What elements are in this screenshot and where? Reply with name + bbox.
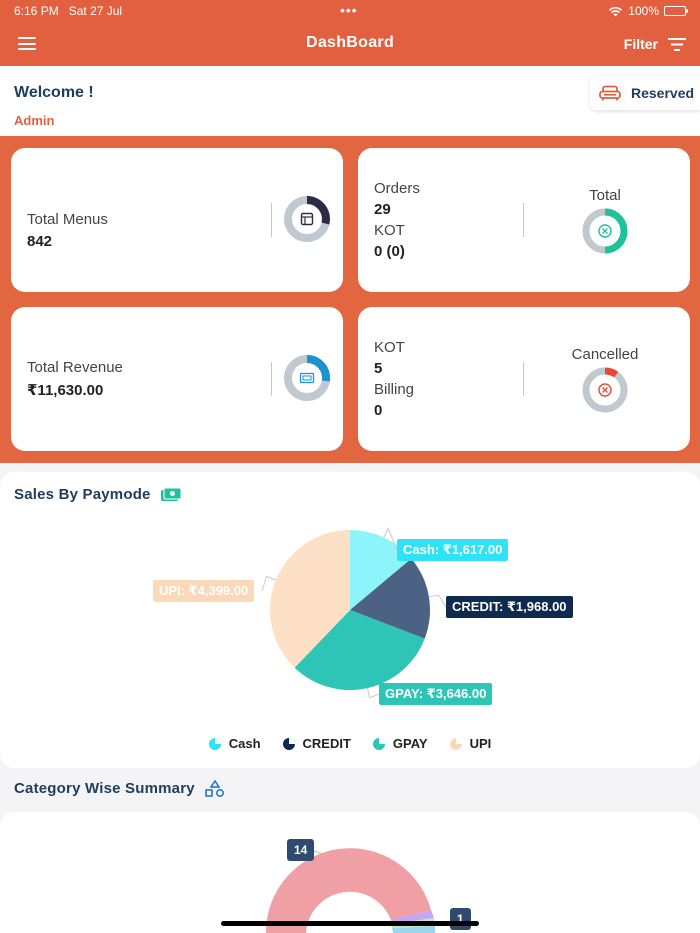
category-donut-chart <box>265 848 436 933</box>
legend-pie-icon <box>282 737 295 750</box>
status-time: 6:16 PM Sat 27 Jul <box>14 4 123 18</box>
menu-book-icon <box>300 212 314 226</box>
cancelled-card[interactable]: KOT 5 Billing 0 Cancelled <box>358 307 690 451</box>
category-title-text: Category Wise Summary <box>14 780 195 797</box>
legend-item-credit[interactable]: CREDIT <box>282 736 351 751</box>
pie-slice-gpay[interactable] <box>294 610 425 690</box>
cash-register-icon <box>299 372 315 384</box>
category-chart-panel: 14 1 <box>0 812 700 933</box>
cancel-icon <box>598 383 612 397</box>
legend-pie-icon <box>208 737 221 750</box>
paymode-title-text: Sales By Paymode <box>14 486 151 503</box>
billing-value: 0 <box>374 402 383 419</box>
stats-area: Total Menus 842 Orders 29 KOT 0 (0) Tota… <box>0 136 700 463</box>
category-badge-right: 1 <box>450 908 471 930</box>
legend-pie-icon <box>372 737 385 750</box>
battery-percent: 100% <box>628 4 659 18</box>
orders-value: 29 <box>374 201 391 218</box>
nav-bar: DashBoard Filter <box>0 22 700 66</box>
sofa-icon <box>599 85 621 101</box>
total-revenue-label: Total Revenue <box>27 359 123 376</box>
shapes-icon <box>205 780 224 797</box>
cancelled-ring <box>582 367 628 413</box>
pie-label-gpay: GPAY: ₹3,646.00 <box>379 683 493 705</box>
check-circle-icon <box>598 224 612 238</box>
menu-icon[interactable] <box>18 37 36 50</box>
orders-card[interactable]: Orders 29 KOT 0 (0) Total <box>358 148 690 292</box>
category-header: Category Wise Summary <box>0 772 700 808</box>
sales-by-paymode-panel: Sales By Paymode Cash: ₹1,617.00 CREDIT:… <box>0 472 700 768</box>
kot-label: KOT <box>374 222 405 239</box>
paymode-legend: Cash CREDIT GPAY UPI <box>0 736 700 751</box>
welcome-title: Welcome ! <box>14 84 94 101</box>
legend-item-gpay[interactable]: GPAY <box>372 736 428 751</box>
welcome-user: Admin <box>14 113 55 128</box>
legend-item-cash[interactable]: Cash <box>208 736 261 751</box>
category-badge-top: 14 <box>287 839 315 861</box>
page-title: DashBoard <box>305 34 395 51</box>
money-icon <box>160 487 181 501</box>
paymode-pie-chart <box>261 527 447 699</box>
total-menus-value: 842 <box>27 233 53 250</box>
multitask-dots-icon[interactable]: ••• <box>340 2 358 18</box>
total-revenue-value: ₹11,630.00 <box>27 382 104 399</box>
home-indicator[interactable] <box>221 921 479 926</box>
pie-label-credit: CREDIT: ₹1,968.00 <box>446 596 573 618</box>
donut-segment <box>392 926 436 933</box>
reserved-label: Reserved <box>631 85 695 101</box>
legend-item-upi[interactable]: UPI <box>449 736 491 751</box>
cancelled-ring-label: Cancelled <box>571 346 639 363</box>
total-ring-label: Total <box>589 187 621 204</box>
total-revenue-card[interactable]: Total Revenue ₹11,630.00 <box>11 307 343 451</box>
wifi-icon <box>609 6 623 16</box>
paymode-title: Sales By Paymode <box>14 486 181 503</box>
orders-label: Orders <box>374 180 420 197</box>
pie-leader-line <box>428 594 447 608</box>
total-menus-label: Total Menus <box>27 211 108 228</box>
billing-label: Billing <box>374 381 415 398</box>
menus-ring <box>284 196 330 242</box>
total-menus-card[interactable]: Total Menus 842 <box>11 148 343 292</box>
filter-button[interactable]: Filter <box>618 30 692 58</box>
pie-leader-line <box>383 527 398 551</box>
category-title: Category Wise Summary <box>14 780 225 797</box>
status-bar: 6:16 PM Sat 27 Jul ••• 100% <box>0 0 700 22</box>
donut-segment <box>265 848 431 933</box>
revenue-ring <box>284 355 331 401</box>
donut-segment <box>391 910 434 924</box>
pie-label-upi: UPI: ₹4,399.00 <box>153 580 255 602</box>
pie-label-cash: Cash: ₹1,617.00 <box>397 539 509 561</box>
pie-slice-upi[interactable] <box>269 530 350 668</box>
reserved-button[interactable]: Reserved <box>590 76 700 110</box>
cancelled-kot-value: 5 <box>374 360 383 377</box>
pie-slice-cash[interactable] <box>350 530 412 610</box>
welcome-panel: Welcome ! Admin Reserved <box>0 66 700 136</box>
battery-icon <box>664 6 688 16</box>
filter-icon <box>668 37 686 51</box>
pie-slice-credit[interactable] <box>350 558 430 639</box>
legend-pie-icon <box>449 737 462 750</box>
filter-label: Filter <box>623 36 658 52</box>
pie-leader-line <box>261 575 276 592</box>
kot-value: 0 (0) <box>374 243 405 260</box>
cancelled-kot-label: KOT <box>374 339 405 356</box>
total-ring <box>582 208 628 254</box>
pie-leader-line <box>366 687 380 699</box>
